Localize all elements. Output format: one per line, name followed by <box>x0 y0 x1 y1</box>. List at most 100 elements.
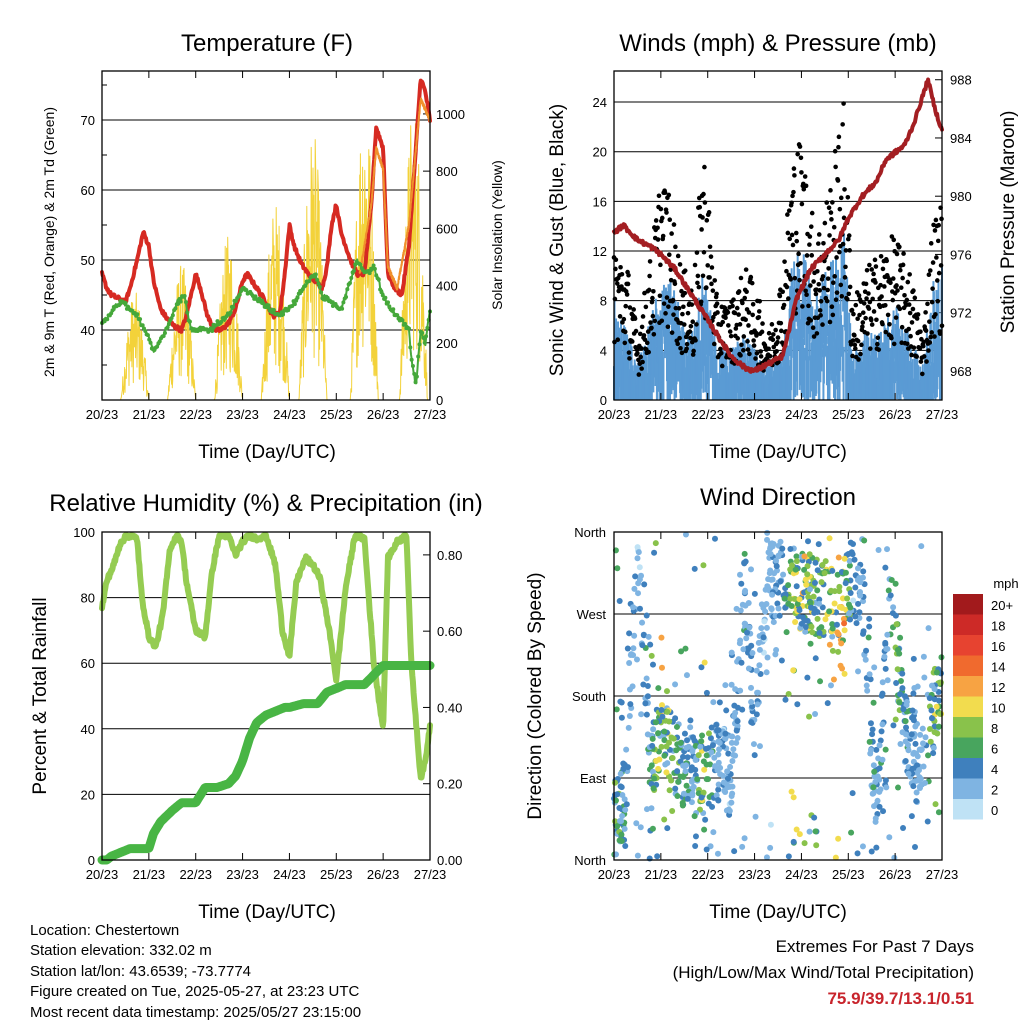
gust-point <box>646 287 652 293</box>
direction-point <box>764 654 771 661</box>
gust-point <box>894 251 900 257</box>
direction-point <box>640 631 647 638</box>
direction-point <box>635 580 642 587</box>
direction-point <box>737 571 744 578</box>
gust-point <box>935 298 941 304</box>
gust-point <box>760 321 765 326</box>
direction-point <box>724 775 731 782</box>
rh-ytick-label: 60 <box>81 656 95 671</box>
direction-point <box>664 825 671 832</box>
direction-point <box>637 605 644 612</box>
gust-point <box>751 343 757 348</box>
gust-point <box>737 322 743 327</box>
gust-point <box>700 273 706 279</box>
direction-point <box>625 724 632 731</box>
legend-label: 20+ <box>991 598 1013 613</box>
legend-swatch <box>953 799 983 820</box>
dir-xlabel: Time (Day/UTC) <box>709 902 847 923</box>
direction-point <box>750 741 757 748</box>
direction-point <box>673 723 680 730</box>
recent-text: Most recent data timestamp: 2025/05/27 2… <box>30 1003 362 1021</box>
direction-point <box>884 546 891 553</box>
gust-point <box>871 271 876 277</box>
direction-point <box>619 791 626 798</box>
gust-point <box>908 333 913 339</box>
legend-label: 4 <box>991 762 998 777</box>
gust-point <box>741 348 746 353</box>
direction-point <box>805 538 812 545</box>
gust-point <box>667 217 673 223</box>
direction-point <box>926 695 933 702</box>
gust-point <box>904 297 910 303</box>
direction-point <box>846 610 853 617</box>
gust-point <box>638 354 644 360</box>
gust-point <box>746 323 751 328</box>
temp-y2label: Solar Insolation (Yellow) <box>489 160 505 310</box>
gust-point <box>821 285 827 291</box>
direction-point <box>728 681 735 688</box>
direction-point <box>877 737 884 744</box>
gust-point <box>851 311 856 317</box>
gust-point <box>843 264 848 270</box>
direction-point <box>778 657 785 664</box>
gust-point <box>672 281 678 287</box>
direction-point <box>824 700 831 707</box>
pressure-line <box>612 77 944 374</box>
direction-point <box>792 566 799 573</box>
gust-point <box>684 346 689 352</box>
direction-point <box>798 620 805 627</box>
gust-point <box>921 354 927 359</box>
gust-point <box>829 304 835 310</box>
gust-point <box>663 311 668 316</box>
dir-xtick-label: 26/23 <box>879 867 912 882</box>
gust-point <box>650 295 655 301</box>
gust-point <box>861 301 867 306</box>
direction-point <box>787 546 794 553</box>
direction-point <box>871 773 878 780</box>
direction-point <box>829 647 836 654</box>
direction-point <box>847 604 854 611</box>
gust-point <box>853 346 858 351</box>
direction-point <box>775 552 782 559</box>
direction-point <box>838 640 845 647</box>
gust-point <box>712 278 718 283</box>
direction-point <box>885 587 892 594</box>
gust-point <box>923 310 928 315</box>
direction-point <box>839 665 846 672</box>
direction-point <box>682 531 689 538</box>
direction-point <box>809 629 816 636</box>
dir-title: Wind Direction <box>700 484 856 511</box>
temp-xtick-label: 24/23 <box>273 407 306 422</box>
temp-ytick-label: 40 <box>81 323 95 338</box>
gust-point <box>624 292 630 297</box>
gust-point <box>742 295 748 301</box>
temp-xtick-label: 27/23 <box>414 407 447 422</box>
direction-point <box>903 699 910 706</box>
gust-point <box>914 354 919 359</box>
wind-xtick-label: 27/23 <box>926 407 959 422</box>
direction-point <box>744 629 751 636</box>
direction-point <box>866 615 873 622</box>
gust-point <box>651 331 657 337</box>
legend-label: 10 <box>991 701 1005 716</box>
direction-point <box>694 776 701 783</box>
direction-point <box>751 752 758 759</box>
gust-point <box>936 270 942 276</box>
direction-point <box>761 618 768 625</box>
gust-point <box>637 331 643 337</box>
direction-point <box>777 538 784 545</box>
direction-point <box>886 834 893 841</box>
gust-point <box>796 251 801 257</box>
direction-point <box>808 623 815 630</box>
direction-point <box>762 608 769 615</box>
speed-legend: mph 20+ 18 16 14 12 10 8 6 4 2 0 <box>953 576 1019 820</box>
direction-point <box>752 813 759 820</box>
gust-point <box>681 304 686 310</box>
direction-point <box>897 691 904 698</box>
direction-point <box>818 624 825 631</box>
direction-point <box>801 566 808 573</box>
direction-point <box>669 807 676 814</box>
direction-point <box>623 801 630 808</box>
direction-point <box>623 746 630 753</box>
direction-point <box>899 670 906 677</box>
